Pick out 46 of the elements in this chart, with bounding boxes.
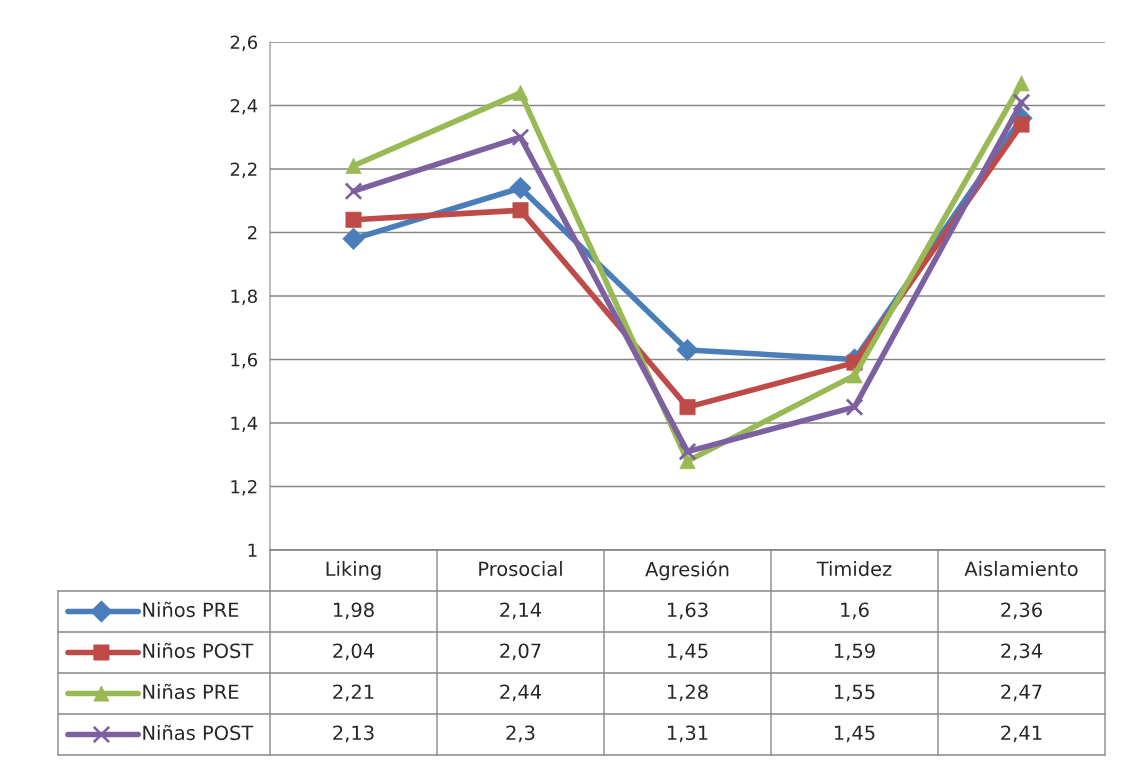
data-label: 2,44	[500, 684, 542, 702]
data-label: 2,36	[1001, 602, 1042, 620]
y-tick-label: 1,4	[231, 416, 258, 432]
point	[344, 182, 363, 201]
y-tick-label: 1,6	[231, 352, 258, 369]
x-tick-label: Agresión	[645, 560, 729, 581]
x-tick-label: Timidez	[816, 561, 892, 577]
y-tick-label: 2	[248, 225, 257, 240]
point	[678, 442, 697, 461]
data-label: 1,31	[667, 725, 708, 743]
point	[509, 176, 532, 200]
x-tick-label: Prosocial	[479, 561, 562, 577]
y-tick-label: 1,8	[231, 289, 257, 305]
data-label: 2,13	[333, 725, 374, 743]
legend-label: Niños PRE	[143, 601, 239, 618]
x-tick-label: Aislamiento	[964, 561, 1078, 577]
y-tick-label: 1,2	[231, 479, 257, 496]
data-label: 1,45	[834, 725, 875, 743]
data-label: 2,47	[1001, 684, 1042, 702]
point	[845, 398, 864, 417]
y-tick-label: 2,2	[230, 162, 257, 178]
point	[511, 128, 530, 147]
data-label: 2,3	[506, 725, 535, 743]
legend-label: Niñas PRE	[143, 683, 239, 700]
data-label: 1,59	[834, 643, 875, 661]
data-label: 1,98	[333, 602, 374, 620]
y-tick-label: 2,4	[230, 98, 258, 115]
legend-label: Niños POST	[143, 642, 254, 659]
data-label: 2,41	[1001, 725, 1042, 743]
x-tick-label: Liking	[326, 561, 381, 580]
data-label: 2,07	[500, 643, 541, 661]
data-label: 1,28	[667, 684, 708, 702]
data-label: 1,55	[834, 684, 875, 702]
data-label: 2,14	[500, 602, 542, 620]
point	[676, 338, 699, 362]
legend-label: Niñas POST	[143, 724, 254, 741]
data-label: 1,63	[667, 602, 708, 620]
y-tick-label: 1	[248, 543, 257, 557]
point	[342, 227, 365, 250]
point	[1012, 93, 1031, 112]
data-label: 2,34	[1001, 643, 1043, 661]
data-label: 2,21	[333, 684, 374, 702]
data-label: 2,04	[333, 643, 375, 661]
y-tick-label: 2,6	[230, 35, 258, 51]
data-label: 1,45	[667, 643, 708, 661]
data-label: 1,6	[841, 602, 869, 620]
